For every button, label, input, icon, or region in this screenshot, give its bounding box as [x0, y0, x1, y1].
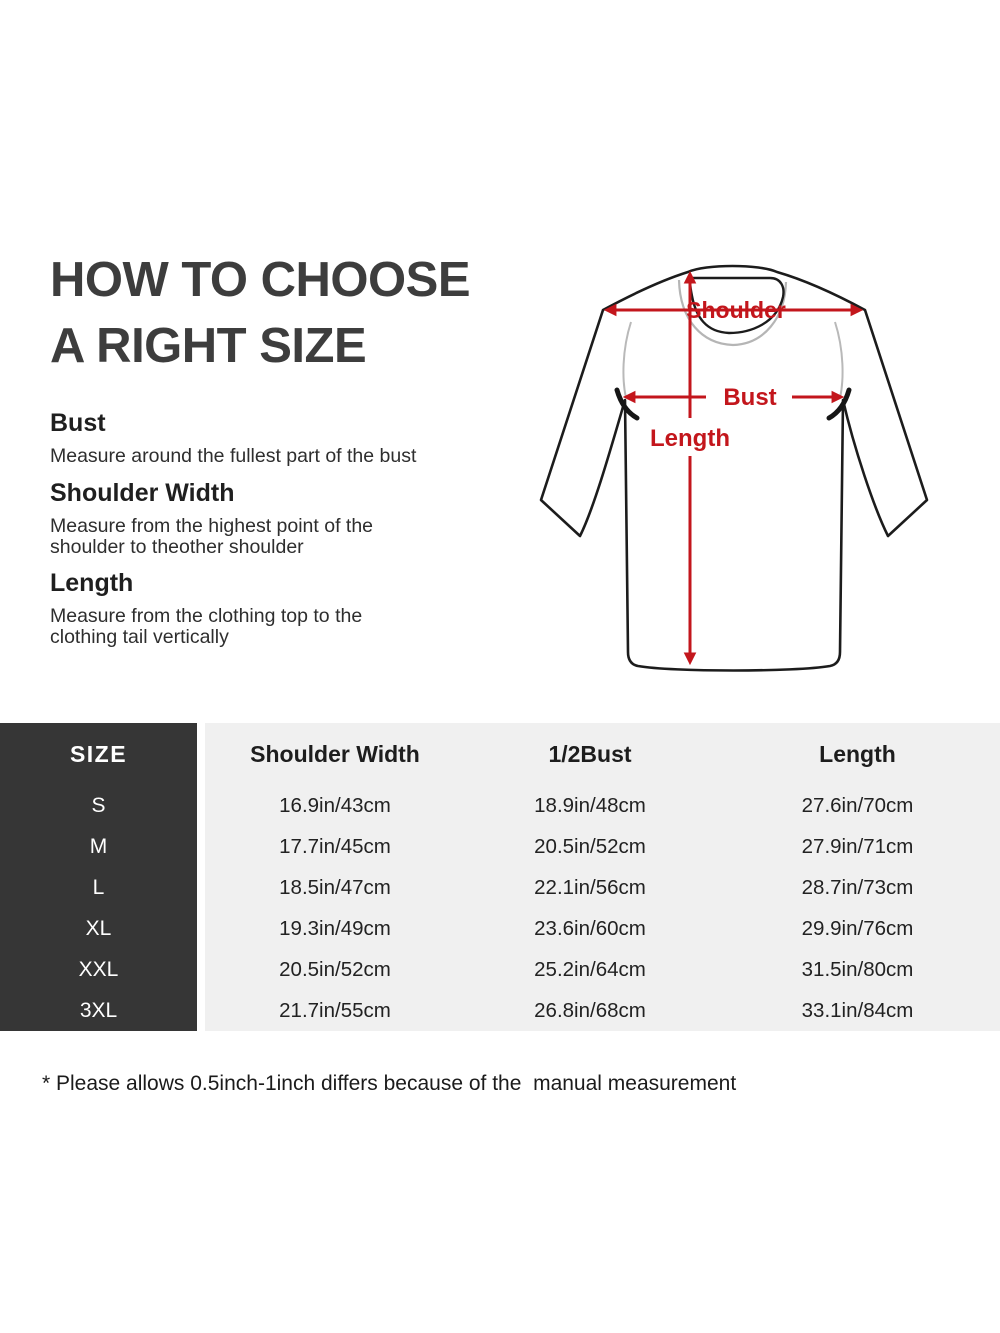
half-bust-cell: 25.2in/64cm: [465, 949, 715, 990]
section-bust-heading: Bust: [50, 409, 106, 437]
length-cell: 28.7in/73cm: [715, 867, 1000, 908]
length-cell: 27.6in/70cm: [715, 785, 1000, 826]
size-column-header: SIZE: [0, 723, 205, 785]
half-bust-cell: 23.6in/60cm: [465, 908, 715, 949]
page-title-line1: HOW TO CHOOSE: [50, 253, 471, 307]
tshirt-measurement-diagram: Shoulder Bust Length: [539, 264, 929, 672]
table-row: L 18.5in/47cm 22.1in/56cm 28.7in/73cm: [0, 867, 1000, 908]
half-bust-cell: 18.9in/48cm: [465, 785, 715, 826]
size-cell: M: [0, 826, 205, 867]
size-table-header-row: SIZE Shoulder Width 1/2Bust Length: [0, 723, 1000, 785]
section-shoulder-width-text-line1: Measure from the highest point of the: [50, 515, 374, 537]
shoulder-width-column-header: Shoulder Width: [205, 723, 465, 785]
table-row: XXL 20.5in/52cm 25.2in/64cm 31.5in/80cm: [0, 949, 1000, 990]
section-bust: Bust Measure around the fullest part of …: [50, 408, 490, 467]
section-length-text-line2: clothing tail vertically: [50, 626, 229, 648]
shoulder-width-cell: 17.7in/45cm: [205, 826, 465, 867]
size-cell: S: [0, 785, 205, 826]
table-row: S 16.9in/43cm 18.9in/48cm 27.6in/70cm: [0, 785, 1000, 826]
size-cell: 3XL: [0, 990, 205, 1031]
table-row: 3XL 21.7in/55cm 26.8in/68cm 33.1in/84cm: [0, 990, 1000, 1031]
section-bust-text: Measure around the fullest part of the b…: [50, 445, 417, 467]
shoulder-width-cell: 20.5in/52cm: [205, 949, 465, 990]
half-bust-cell: 26.8in/68cm: [465, 990, 715, 1031]
size-cell: L: [0, 867, 205, 908]
size-cell: XXL: [0, 949, 205, 990]
section-length: Length Measure from the clothing top to …: [50, 568, 490, 648]
table-row: XL 19.3in/49cm 23.6in/60cm 29.9in/76cm: [0, 908, 1000, 949]
section-length-heading: Length: [50, 569, 134, 597]
length-cell: 31.5in/80cm: [715, 949, 1000, 990]
measurement-arrows: [603, 270, 864, 666]
tshirt-outline-icon: [539, 264, 929, 672]
size-cell: XL: [0, 908, 205, 949]
page-title: HOW TO CHOOSE A RIGHT SIZE: [50, 247, 471, 379]
half-bust-cell: 20.5in/52cm: [465, 826, 715, 867]
section-length-text-line1: Measure from the clothing top to the: [50, 605, 363, 627]
length-cell: 29.9in/76cm: [715, 908, 1000, 949]
shoulder-width-cell: 19.3in/49cm: [205, 908, 465, 949]
shoulder-width-cell: 16.9in/43cm: [205, 785, 465, 826]
length-cell: 27.9in/71cm: [715, 826, 1000, 867]
shoulder-label: Shoulder: [686, 297, 786, 323]
length-column-header: Length: [715, 723, 1000, 785]
section-shoulder-width: Shoulder Width Measure from the highest …: [50, 478, 490, 558]
shoulder-width-cell: 18.5in/47cm: [205, 867, 465, 908]
bust-label: Bust: [723, 384, 776, 411]
section-shoulder-width-text-line2: shoulder to theother shoulder: [50, 536, 304, 558]
length-cell: 33.1in/84cm: [715, 990, 1000, 1031]
size-table: SIZE Shoulder Width 1/2Bust Length S 16.…: [0, 723, 1000, 1031]
shoulder-width-cell: 21.7in/55cm: [205, 990, 465, 1031]
page-title-line2: A RIGHT SIZE: [50, 319, 367, 373]
half-bust-cell: 22.1in/56cm: [465, 867, 715, 908]
section-shoulder-width-heading: Shoulder Width: [50, 479, 235, 507]
half-bust-column-header: 1/2Bust: [465, 723, 715, 785]
table-row: M 17.7in/45cm 20.5in/52cm 27.9in/71cm: [0, 826, 1000, 867]
length-label: Length: [650, 425, 730, 452]
measurement-disclaimer: * Please allows 0.5inch-1inch differs be…: [42, 1072, 737, 1095]
